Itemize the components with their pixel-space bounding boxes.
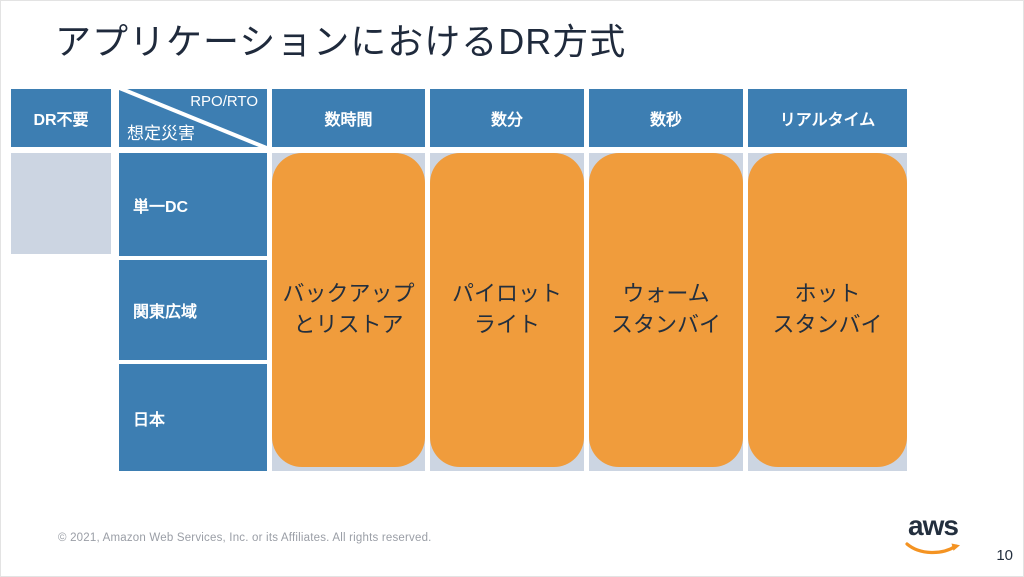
aws-smile-icon bbox=[905, 542, 960, 555]
corner-rpo-rto-label: RPO/RTO bbox=[190, 93, 258, 110]
column-header-seconds: 数秒 bbox=[589, 89, 743, 147]
column-header-hours: 数時間 bbox=[272, 89, 425, 147]
strategy-pilot-light: パイロット ライト bbox=[430, 153, 584, 467]
copyright-text: © 2021, Amazon Web Services, Inc. or its… bbox=[58, 532, 432, 544]
row-header-japan: 日本 bbox=[119, 364, 267, 471]
strategy-backup-restore: バックアップ とリストア bbox=[272, 153, 425, 467]
strategy-label-line: ホット bbox=[794, 281, 861, 307]
row-header-kanto-region: 関東広域 bbox=[119, 260, 267, 360]
no-dr-gray-cell bbox=[11, 153, 111, 254]
strategy-label-line: バックアップ bbox=[282, 281, 415, 307]
strategy-label-line: ウォーム bbox=[622, 281, 710, 307]
corner-header-cell: RPO/RTO 想定災害 bbox=[119, 89, 267, 147]
page-title: アプリケーションにおけるDR方式 bbox=[55, 21, 627, 62]
no-dr-header-cell: DR不要 bbox=[11, 89, 111, 147]
strategy-label-line: スタンバイ bbox=[610, 312, 721, 337]
strategy-label-line: とリストア bbox=[293, 312, 404, 337]
column-header-minutes: 数分 bbox=[430, 89, 584, 147]
aws-logo-text: aws bbox=[908, 510, 959, 541]
strategy-label-line: パイロット bbox=[451, 281, 562, 307]
diagonal-divider-line bbox=[119, 89, 267, 147]
aws-logo: aws bbox=[904, 510, 964, 556]
strategy-warm-standby: ウォーム スタンバイ bbox=[589, 153, 743, 467]
strategy-hot-standby: ホット スタンバイ bbox=[748, 153, 907, 467]
row-header-single-dc: 単一DC bbox=[119, 153, 267, 256]
column-header-realtime: リアルタイム bbox=[748, 89, 907, 147]
strategy-label-line: スタンバイ bbox=[772, 312, 883, 337]
page-number: 10 bbox=[996, 547, 1013, 564]
strategy-label-line: ライト bbox=[473, 312, 540, 337]
corner-disaster-label: 想定災害 bbox=[127, 124, 195, 143]
